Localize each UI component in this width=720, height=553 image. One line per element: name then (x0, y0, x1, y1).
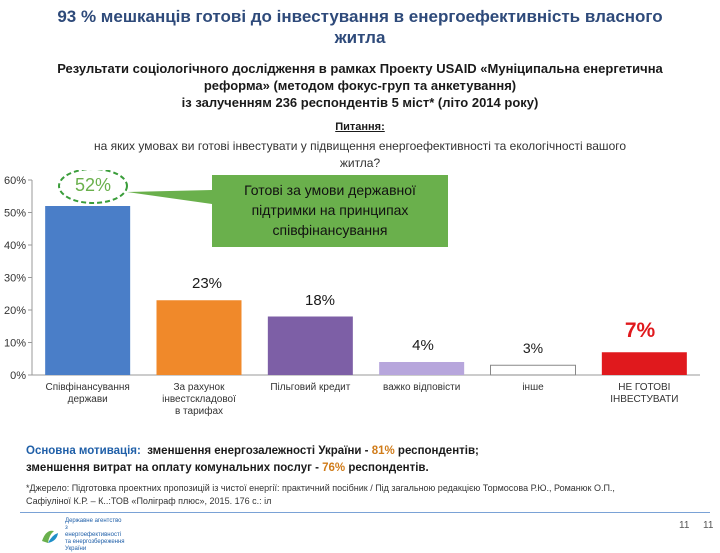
survey-subtitle: Результати соціологічного дослідження в … (20, 60, 700, 111)
data-label: 18% (305, 292, 335, 309)
y-tick-label: 30% (4, 273, 26, 285)
motivation-block: Основна мотивація: зменшення енергозалеж… (26, 443, 696, 477)
motivation-text-1: зменшення енергозалежності України - (147, 445, 372, 457)
motivation-text-2: зменшення витрат на оплату комунальних п… (26, 462, 323, 474)
callout-box (212, 175, 448, 247)
source-line: *Джерело: Підготовка проектних пропозиці… (26, 483, 615, 493)
subtitle-line: Результати соціологічного дослідження в … (57, 61, 663, 76)
bar (490, 364, 576, 376)
question-label: Питання: (335, 121, 385, 133)
source-line: Сафіуліної К.Р. – К..:ТОВ «Поліграф плюс… (26, 496, 272, 506)
motivation-label: Основна мотивація: (26, 445, 141, 457)
motivation-line-1: Основна мотивація: зменшення енергозалеж… (26, 443, 696, 460)
page-title: 93 % мешканців готові до інвестування в … (57, 7, 663, 47)
y-tick-label: 40% (4, 240, 26, 252)
subtitle-line: реформа» (методом фокус-груп та анкетува… (203, 78, 517, 93)
subtitle-line: із залученням 236 респондентів 5 міст* (… (181, 95, 539, 110)
data-label: 23% (192, 275, 222, 292)
motivation-value-2: 76% (322, 462, 346, 474)
bar (156, 300, 242, 375)
motivation-value-1: 81% (371, 445, 395, 457)
category-label: важко відповісти (383, 382, 460, 393)
callout-pointer (127, 190, 212, 204)
y-tick-label: 60% (4, 175, 26, 187)
y-tick-label: 10% (4, 338, 26, 350)
source-note: *Джерело: Підготовка проектних пропозиці… (26, 482, 696, 508)
bar (379, 362, 465, 375)
category-label: НЕ ГОТОВІ ІНВЕСТУВАТИ (610, 382, 678, 405)
agency-logo-icon (42, 530, 58, 543)
agency-logo-text: Державне агентство з енергоефективності … (65, 518, 125, 552)
page-number: 11 (679, 520, 690, 531)
data-label: 4% (412, 337, 434, 354)
data-label: 7% (625, 319, 656, 342)
agency-logo: Державне агентство з енергоефективності … (40, 518, 125, 553)
question-line: на яких умовах ви готові інвестувати у п… (93, 139, 627, 153)
bar (267, 316, 353, 375)
category-label: Пільговий кредит (270, 382, 350, 393)
question-text: на яких умовах ви готові інвестувати у п… (0, 138, 720, 172)
callout-text: підтримки на принципах (252, 202, 409, 218)
page-number-secondary: 11 (703, 520, 714, 531)
data-label: 3% (523, 340, 543, 356)
callout-text: співфінансування (273, 222, 388, 238)
bar-chart: 0% 10% 20% 30% 40% 50% 60% Співфінансування держ… (4, 170, 700, 417)
footer-divider (20, 512, 710, 513)
category-label: За рахунок інвестскладової в тарифах (162, 382, 236, 417)
category-label: Співфінансування держави (45, 381, 129, 405)
motivation-line-2: зменшення витрат на оплату комунальних п… (26, 460, 696, 477)
data-label: 52% (75, 175, 111, 195)
y-tick-label: 50% (4, 208, 26, 220)
callout-text: Готові за умови державної (244, 182, 416, 198)
bar (45, 206, 131, 375)
category-label: інше (522, 382, 544, 393)
question-line: житла? (339, 156, 381, 170)
y-tick-label: 0% (10, 370, 26, 382)
motivation-tail-2: респондентів. (345, 462, 429, 474)
y-tick-label: 20% (4, 305, 26, 317)
bar (601, 352, 687, 375)
highlight-ellipse (58, 170, 128, 204)
motivation-tail-1: респондентів; (394, 445, 479, 457)
